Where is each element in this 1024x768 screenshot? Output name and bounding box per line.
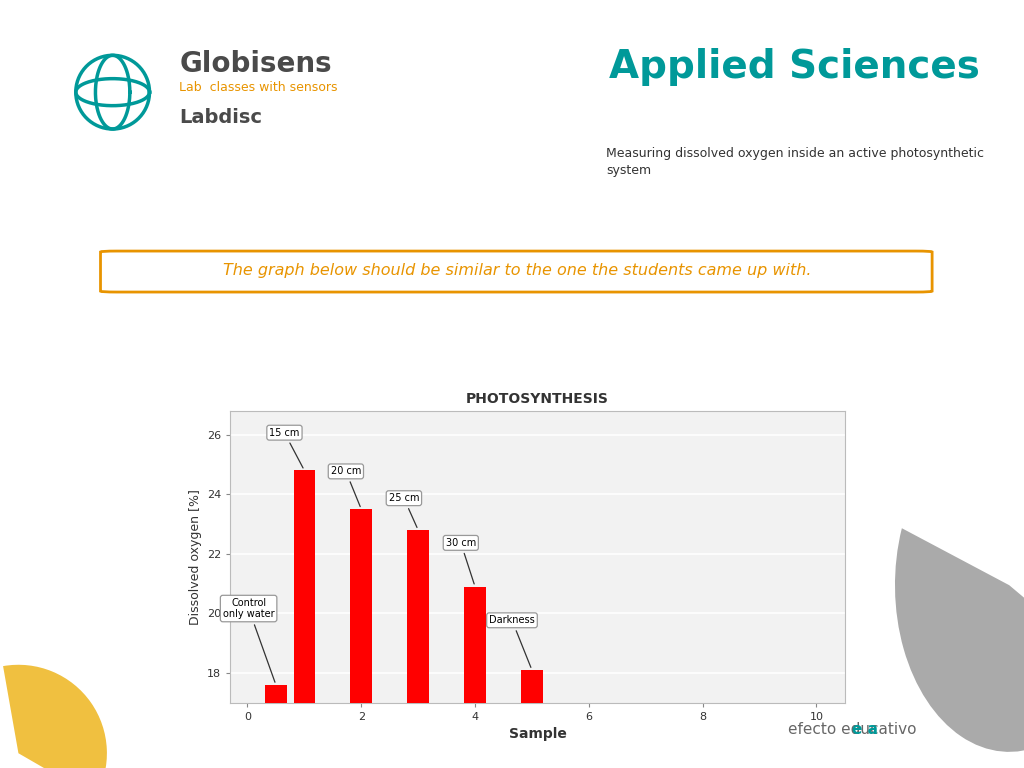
X-axis label: Sample: Sample [509, 727, 566, 741]
Wedge shape [895, 528, 1024, 752]
Text: 15 cm: 15 cm [269, 428, 303, 468]
Text: Lab  classes with sensors: Lab classes with sensors [179, 81, 338, 94]
Text: Photosynthesis II: Dissolved O₂: Photosynthesis II: Dissolved O₂ [607, 107, 975, 127]
Text: 20 cm: 20 cm [331, 466, 361, 507]
Text: Control
only water: Control only water [223, 598, 275, 682]
Bar [265, 685, 287, 768]
Bar [408, 530, 429, 768]
Text: 30 cm: 30 cm [445, 538, 476, 584]
Text: Results and analysis: Results and analysis [607, 197, 814, 216]
Text: 25 cm: 25 cm [389, 493, 419, 528]
Text: Applied Sciences: Applied Sciences [609, 48, 980, 85]
Text: The graph below should be similar to the one the students came up with.: The graph below should be similar to the… [223, 263, 811, 278]
Text: Globisens: Globisens [179, 50, 332, 78]
Bar [294, 471, 315, 768]
Text: efecto educativo: efecto educativo [788, 722, 916, 737]
Text: Measuring dissolved oxygen inside an active photosynthetic
system: Measuring dissolved oxygen inside an act… [606, 147, 984, 177]
Bar [350, 509, 372, 768]
FancyBboxPatch shape [100, 251, 932, 292]
Text: e a: e a [852, 722, 878, 737]
Bar [464, 587, 485, 768]
Text: Labdisc: Labdisc [179, 108, 262, 127]
Y-axis label: Dissolved oxygen [%]: Dissolved oxygen [%] [188, 489, 202, 624]
Title: PHOTOSYNTHESIS: PHOTOSYNTHESIS [466, 392, 609, 406]
Bar [521, 670, 543, 768]
Wedge shape [3, 665, 106, 768]
Text: Darkness: Darkness [489, 615, 535, 667]
